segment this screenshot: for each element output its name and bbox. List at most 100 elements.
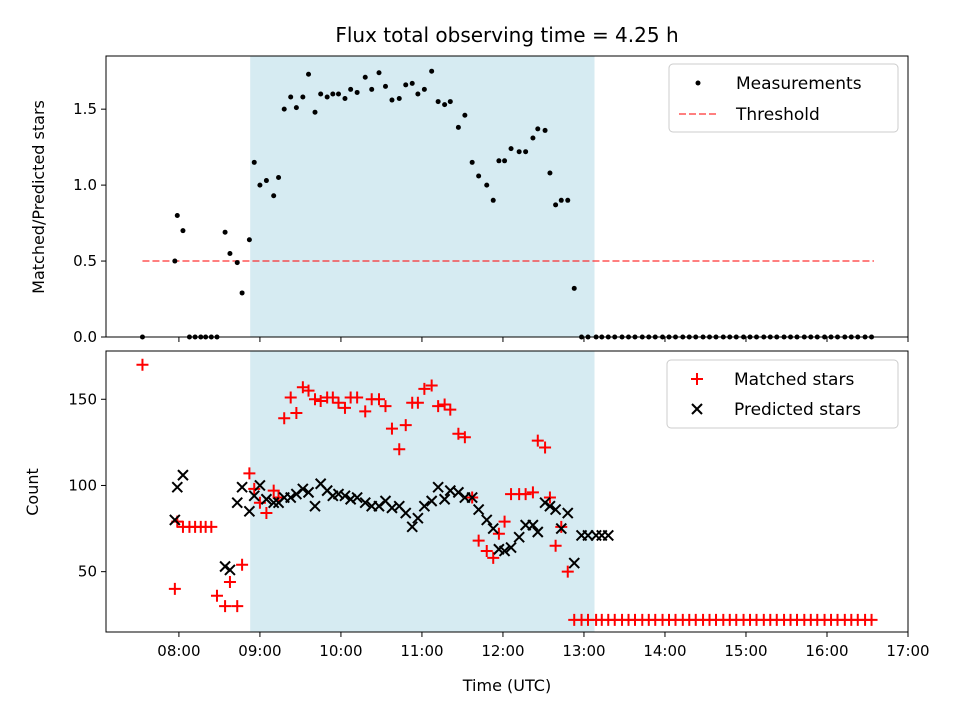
predicted-star-point <box>582 529 594 542</box>
predicted-star-point <box>267 496 280 509</box>
matched-star-point <box>472 534 485 547</box>
measurement-point <box>490 197 496 203</box>
measurement-point <box>335 91 341 97</box>
x-tick-label: 13:00 <box>562 642 605 660</box>
matched-star-point <box>452 427 465 440</box>
top-y-axis: 0.0 0.5 1.0 1.5 <box>73 100 106 346</box>
y-tick-label: 0.0 <box>73 328 97 346</box>
measurement-point <box>263 178 269 184</box>
x-tick-label: 14:00 <box>643 642 686 660</box>
legend-predicted-label: Predicted stars <box>734 400 861 420</box>
predicted-star-point <box>243 505 256 518</box>
measurement-point <box>547 170 553 176</box>
legend-predicted-marker <box>691 403 703 415</box>
matched-star-point <box>219 600 232 613</box>
measurement-point <box>246 237 252 243</box>
y-tick-label: 0.5 <box>73 252 97 270</box>
matched-star-point <box>539 441 552 454</box>
y-tick-label: 50 <box>78 563 97 581</box>
predicted-star-point <box>359 496 371 509</box>
measurement-point <box>447 99 453 105</box>
matched-star-point <box>385 422 398 435</box>
measurement-point <box>429 68 435 74</box>
matched-star-point <box>543 491 556 504</box>
measurement-point <box>565 197 571 203</box>
matched-star-point <box>519 488 532 501</box>
measurement-point <box>558 197 564 203</box>
matched-star-point <box>418 382 431 395</box>
legend-measurements-marker <box>695 80 701 86</box>
predicted-star-point <box>568 557 580 569</box>
measurement-point <box>174 212 180 218</box>
predicted-star-point <box>177 469 189 481</box>
predicted-star-point <box>236 481 248 493</box>
measurement-point <box>542 127 548 133</box>
measurement-point <box>369 86 375 92</box>
x-tick-label: 16:00 <box>805 642 848 660</box>
predicted-star-point <box>254 479 266 492</box>
measurement-point <box>342 96 348 102</box>
matched-star-point <box>865 613 878 626</box>
measurement-point <box>330 91 336 97</box>
x-tick-label: 17:00 <box>886 642 929 660</box>
matched-star-point <box>260 507 273 520</box>
predicted-star-point <box>351 491 363 504</box>
measurement-point <box>354 89 360 95</box>
predicted-star-point <box>412 512 424 524</box>
matched-star-point <box>267 484 280 497</box>
measurement-point <box>172 258 178 264</box>
top-legend-box <box>668 63 899 133</box>
predicted-star-point <box>425 495 438 507</box>
predicted-star-point <box>418 500 431 512</box>
top-panel: 0.0 0.5 1.0 1.5 Matched/Predicted stars Mea… <box>29 55 909 346</box>
matched-star-point <box>284 391 297 404</box>
measurement-point <box>409 80 415 86</box>
x-tick-label: 10:00 <box>319 642 362 660</box>
predicted-star-point <box>171 481 183 493</box>
matched-star-point <box>480 544 493 557</box>
measurement-point <box>288 94 294 100</box>
measurement-point <box>530 135 536 141</box>
x-tick-label: 15:00 <box>724 642 767 660</box>
matched-star-point <box>326 391 339 404</box>
measurement-point <box>389 97 395 103</box>
predicted-star-point <box>302 486 315 499</box>
matched-star-point <box>432 400 445 413</box>
matched-star-point <box>223 576 236 589</box>
y-tick-label: 1.5 <box>73 100 97 118</box>
y-tick-label: 150 <box>68 390 97 408</box>
bottom-axes-frame <box>105 350 909 633</box>
measurement-point <box>257 182 263 188</box>
measurement-point <box>362 74 368 80</box>
measurement-point <box>180 228 186 234</box>
matched-star-point <box>248 482 261 495</box>
top-x-ticks <box>178 337 909 342</box>
bottom-plot-marks <box>136 358 878 626</box>
measurement-point <box>312 109 318 115</box>
matched-star-point <box>278 412 291 425</box>
matched-star-point <box>549 539 562 552</box>
measurement-point <box>455 124 461 130</box>
predicted-star-point <box>438 493 451 505</box>
measurement-point <box>435 99 441 105</box>
legend-threshold-label: Threshold <box>735 105 820 125</box>
predicted-star-point <box>505 541 517 554</box>
measurement-point <box>222 229 228 235</box>
bottom-y-axis: 50 100 150 <box>68 390 106 581</box>
predicted-star-point <box>527 519 539 531</box>
measurement-point <box>376 70 382 76</box>
predicted-star-point <box>260 493 273 505</box>
predicted-star-point <box>466 491 478 504</box>
matched-star-point <box>314 394 327 407</box>
measurement-point <box>239 290 245 296</box>
measurement-point <box>396 96 402 102</box>
measurement-point <box>571 285 577 291</box>
bottom-x-axis: 08:00 09:00 10:00 11:00 12:00 13:00 14:00 15:00… <box>157 632 930 660</box>
predicted-star-point <box>231 496 243 509</box>
measurement-point <box>227 250 233 256</box>
matched-star-point <box>136 358 149 371</box>
measurement-point <box>516 149 522 155</box>
measurement-point <box>348 86 354 92</box>
predicted-star-point <box>297 483 309 495</box>
predicted-star-point <box>400 507 412 519</box>
